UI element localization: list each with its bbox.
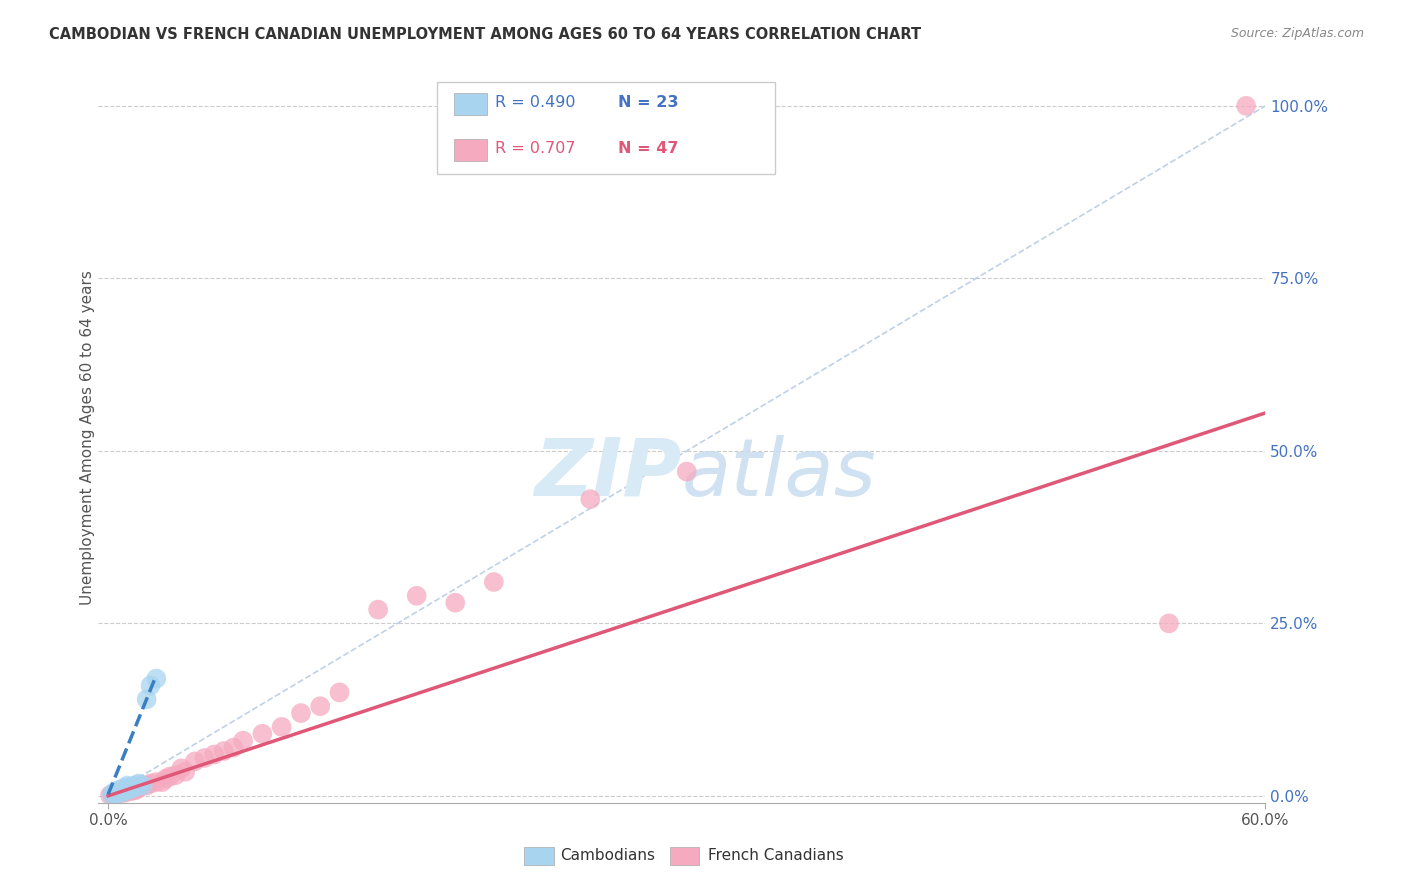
Point [139,678,162,692]
Point [107,785,129,799]
Point [1157,616,1180,631]
Text: atlas: atlas [682,434,877,513]
Point [193,751,215,765]
Point [114,784,136,798]
Point [150,775,173,789]
Text: CAMBODIAN VS FRENCH CANADIAN UNEMPLOYMENT AMONG AGES 60 TO 64 YEARS CORRELATION : CAMBODIAN VS FRENCH CANADIAN UNEMPLOYMEN… [49,27,921,42]
Point [128,776,150,790]
Y-axis label: Unemployment Among Ages 60 to 64 years: Unemployment Among Ages 60 to 64 years [80,269,94,605]
Point [120,782,142,797]
Point [165,768,187,782]
Point [110,782,132,797]
Point [110,786,132,800]
Text: ZIP: ZIP [534,434,682,513]
Point [108,785,131,799]
Point [101,788,124,802]
Point [117,784,139,798]
Point [117,782,139,797]
Text: Cambodians: Cambodians [561,848,655,863]
Point [122,779,145,793]
Point [125,782,148,797]
Point [107,786,129,800]
Point [270,720,292,734]
Point [309,699,332,714]
Point [112,783,135,797]
Point [128,780,150,795]
Point [174,764,197,779]
Point [135,779,157,793]
Point [222,740,245,755]
Point [232,733,254,747]
Point [444,596,467,610]
Point [103,788,125,802]
Point [170,761,193,775]
Point [104,787,127,801]
Point [405,589,427,603]
Point [120,784,142,798]
Point [367,602,389,616]
Point [124,780,146,794]
Point [328,685,350,699]
Bar [524,847,554,865]
Point [145,672,167,686]
Point [132,779,155,793]
Point [110,785,132,799]
Point [117,782,139,797]
Point [212,744,235,758]
Point [159,770,181,784]
Point [145,775,167,789]
Point [135,692,157,706]
Point [117,779,139,793]
Point [1234,99,1257,113]
Point [118,780,141,795]
Text: Source: ZipAtlas.com: Source: ZipAtlas.com [1230,27,1364,40]
Point [125,778,148,792]
Point [114,780,136,795]
Bar [454,138,486,161]
Point [107,783,129,797]
Point [101,788,124,802]
Point [103,785,125,799]
Text: N = 47: N = 47 [617,141,678,156]
Point [108,785,131,799]
Point [104,787,127,801]
Text: N = 23: N = 23 [617,95,678,111]
Point [202,747,225,762]
Point [482,574,505,589]
Point [114,785,136,799]
Point [112,785,135,799]
Point [139,776,162,790]
Text: R = 0.707: R = 0.707 [495,141,575,156]
Point [98,788,121,802]
Point [184,755,207,769]
Bar [454,94,486,115]
Point [107,786,129,800]
FancyBboxPatch shape [437,82,775,174]
Point [122,782,145,797]
Point [155,772,177,786]
Text: French Canadians: French Canadians [707,848,844,863]
Point [118,783,141,797]
Point [675,465,697,479]
Point [132,779,155,793]
Text: R = 0.490: R = 0.490 [495,95,575,111]
Point [579,492,602,507]
Point [252,727,274,741]
Point [290,706,312,720]
Point [124,783,146,797]
Bar [671,847,699,865]
